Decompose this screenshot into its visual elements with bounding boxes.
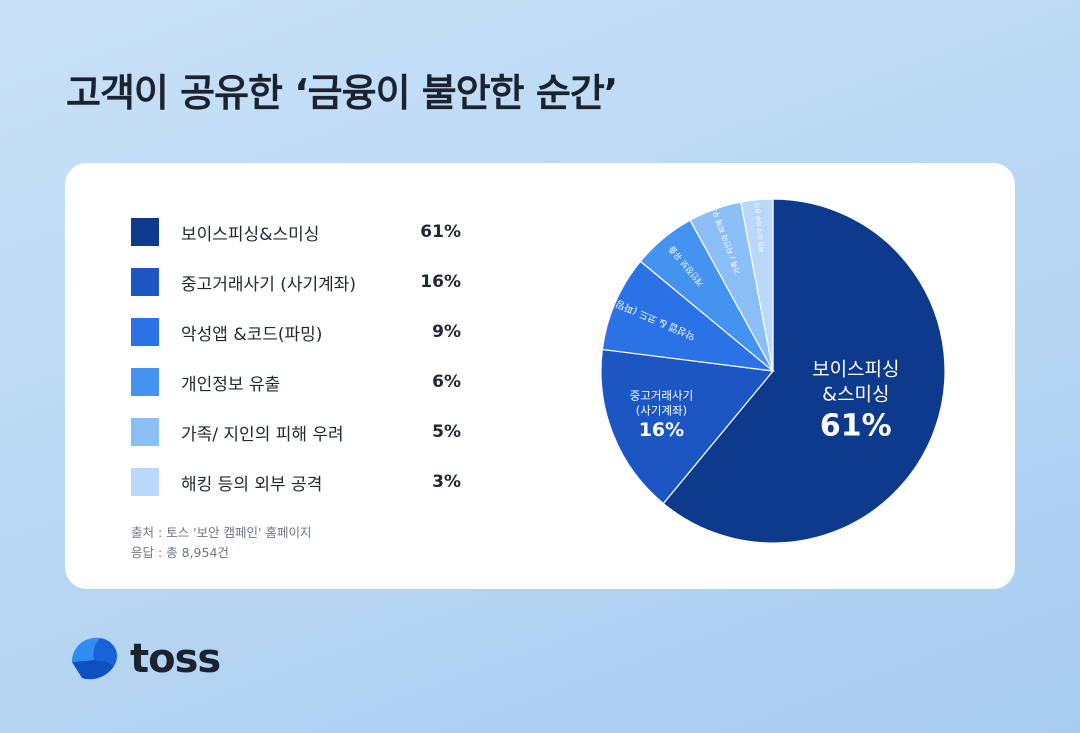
source-line: 출처 : 토스 '보안 캠페인' 홈페이지: [131, 525, 312, 540]
toss-logo: toss: [64, 632, 221, 686]
legend-item: 중고거래사기 (사기계좌) 16%: [131, 268, 461, 296]
slice-label-text: &스미싱: [822, 383, 889, 405]
legend-label: 해킹 등의 외부 공격: [181, 474, 323, 495]
slice-label: 보이스피싱&스미싱 61%: [812, 359, 899, 444]
legend-item: 보이스피싱&스미싱 61%: [131, 218, 461, 246]
toss-logo-icon: [72, 637, 118, 680]
legend-label: 개인정보 유출: [181, 374, 281, 395]
slice-value-text: 16%: [639, 419, 684, 441]
legend-value: 9%: [432, 322, 461, 342]
legend-label: 보이스피싱&스미싱: [181, 224, 320, 245]
legend-label: 악성앱 &코드(파밍): [181, 324, 323, 345]
legend-label: 중고거래사기 (사기계좌): [181, 274, 357, 295]
legend-swatch: [131, 318, 159, 346]
legend-label: 가족/ 지인의 피해 우려: [181, 424, 344, 445]
legend-swatch: [131, 368, 159, 396]
legend-value: 16%: [420, 272, 461, 292]
page-title: 고객이 공유한 ‘금융이 불안한 순간’: [66, 71, 618, 115]
legend-value: 6%: [432, 372, 461, 392]
brand-name: toss: [130, 636, 221, 682]
legend-swatch: [131, 268, 159, 296]
legend-value: 3%: [432, 472, 461, 492]
response-count-line: 응답 : 총 8,954건: [131, 545, 229, 560]
pie-slice: [662, 198, 946, 544]
legend-swatch: [131, 468, 159, 496]
slice-label-text: 보이스피싱: [812, 359, 899, 381]
slice-label-text: 중고거래사기: [630, 388, 693, 402]
slice-label: 중고거래사기(사기계좌) 16%: [630, 388, 693, 441]
legend-swatch: [131, 418, 159, 446]
legend-item: 악성앱 &코드(파밍) 9%: [131, 318, 461, 346]
legend-value: 61%: [420, 222, 461, 242]
pie-slice: [600, 348, 775, 505]
chart-legend: 보이스피싱&스미싱 61% 중고거래사기 (사기계좌) 16% 악성앱 &코드(파밍) 9…: [131, 218, 461, 519]
legend-swatch: [131, 218, 159, 246]
pie-slice: [740, 198, 774, 372]
slice-value-text: 9%: [589, 283, 620, 310]
chart-card: 보이스피싱&스미싱 61% 중고거래사기 (사기계좌) 16% 악성앱 &코드(파밍) 9…: [65, 163, 1015, 589]
slice-value-text: 61%: [820, 409, 892, 444]
source-note: 출처 : 토스 '보안 캠페인' 홈페이지 응답 : 총 8,954건: [131, 523, 311, 563]
pie-slice: [601, 260, 775, 372]
legend-item: 해킹 등의 외부 공격 3%: [131, 468, 461, 496]
legend-item: 개인정보 유출 6%: [131, 368, 461, 396]
slice-label-text: (사기계좌): [636, 403, 687, 417]
legend-item: 가족/ 지인의 피해 우려 5%: [131, 418, 461, 446]
legend-value: 5%: [432, 422, 461, 442]
